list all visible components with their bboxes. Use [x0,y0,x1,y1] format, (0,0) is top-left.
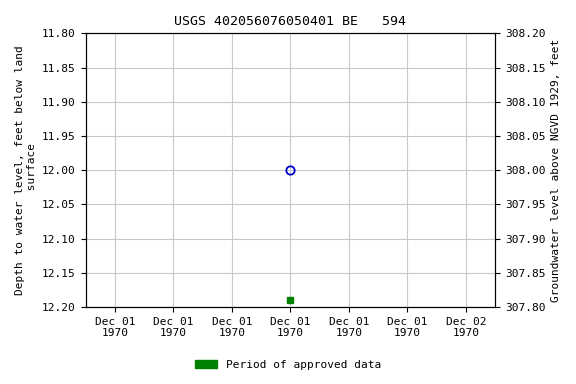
Title: USGS 402056076050401 BE   594: USGS 402056076050401 BE 594 [175,15,407,28]
Y-axis label: Groundwater level above NGVD 1929, feet: Groundwater level above NGVD 1929, feet [551,38,561,302]
Legend: Period of approved data: Period of approved data [191,356,385,375]
Y-axis label: Depth to water level, feet below land
 surface: Depth to water level, feet below land su… [15,45,37,295]
